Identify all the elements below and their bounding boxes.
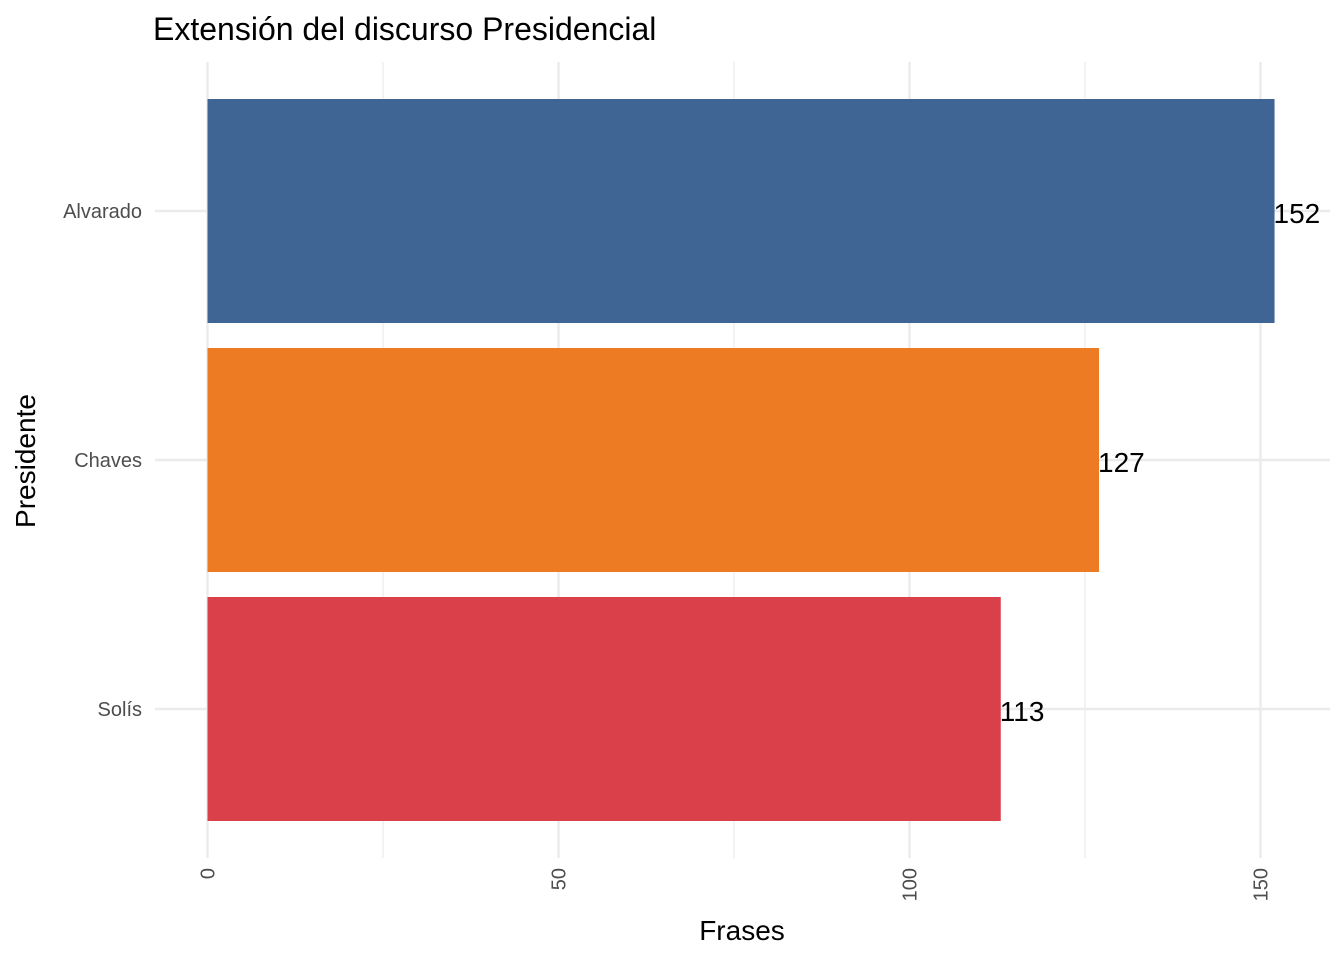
x-tick-label: 150	[1251, 868, 1273, 901]
x-tick-label: 100	[900, 868, 922, 901]
bar	[207, 348, 1100, 572]
bar	[207, 99, 1275, 323]
x-axis: 0 50 100 150	[198, 868, 1273, 901]
bar-value-label: 152	[1274, 198, 1321, 229]
y-axis: Alvarado Chaves Solís	[63, 201, 142, 721]
bar-value-label: 127	[1098, 447, 1145, 478]
bar	[207, 597, 1001, 821]
y-tick-label: Solís	[98, 699, 142, 721]
x-axis-title: Frases	[699, 915, 785, 946]
x-tick-label: 0	[198, 868, 220, 879]
bar-value-label: 113	[1000, 696, 1045, 727]
y-tick-label: Alvarado	[63, 201, 142, 223]
y-tick-label: Chaves	[74, 450, 142, 472]
bars	[207, 99, 1275, 821]
chart-title: Extensión del discurso Presidencial	[153, 11, 656, 47]
data-labels: 152 127 113	[1000, 198, 1320, 727]
y-axis-title: Presidente	[10, 394, 41, 528]
x-tick-label: 50	[549, 868, 571, 890]
